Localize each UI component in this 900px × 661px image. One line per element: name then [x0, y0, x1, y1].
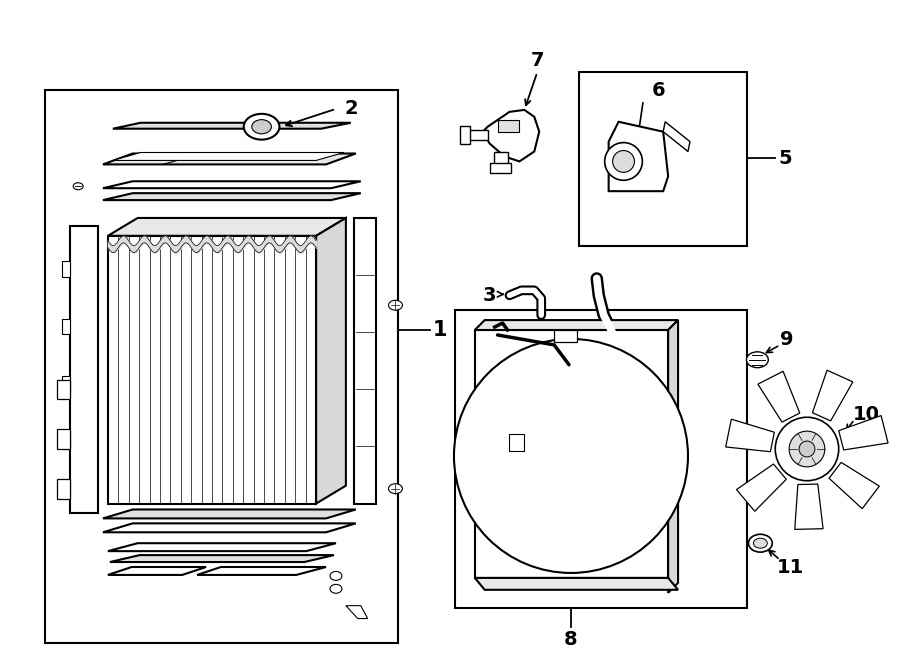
Ellipse shape [753, 538, 768, 548]
Polygon shape [668, 320, 678, 593]
Polygon shape [725, 419, 774, 451]
Polygon shape [103, 181, 361, 188]
Polygon shape [103, 510, 356, 518]
Text: 4: 4 [570, 330, 584, 350]
Circle shape [775, 417, 839, 481]
Polygon shape [62, 261, 70, 277]
Ellipse shape [389, 484, 402, 494]
Polygon shape [509, 434, 525, 451]
Polygon shape [112, 123, 351, 129]
Text: 11: 11 [777, 559, 804, 578]
Ellipse shape [389, 300, 402, 310]
Polygon shape [112, 153, 344, 161]
Polygon shape [795, 484, 824, 529]
Text: 3: 3 [483, 286, 497, 305]
Ellipse shape [330, 584, 342, 594]
Polygon shape [62, 434, 70, 449]
Polygon shape [58, 379, 70, 399]
Ellipse shape [252, 120, 272, 134]
Polygon shape [108, 218, 346, 236]
Polygon shape [62, 376, 70, 392]
Text: 1: 1 [433, 320, 447, 340]
Text: 7: 7 [530, 51, 544, 70]
Text: 5: 5 [778, 149, 792, 168]
Ellipse shape [746, 352, 769, 368]
Polygon shape [498, 120, 519, 132]
Polygon shape [108, 236, 316, 504]
Polygon shape [736, 464, 787, 511]
Ellipse shape [749, 534, 772, 552]
Ellipse shape [613, 151, 634, 173]
Bar [455, 310, 748, 607]
Polygon shape [354, 218, 375, 504]
Polygon shape [70, 226, 98, 514]
Polygon shape [58, 429, 70, 449]
Circle shape [454, 339, 688, 573]
Polygon shape [829, 463, 879, 509]
Text: 6: 6 [652, 81, 665, 100]
Polygon shape [493, 151, 508, 167]
Polygon shape [108, 543, 336, 551]
Circle shape [799, 441, 815, 457]
Polygon shape [103, 193, 361, 200]
Text: 9: 9 [780, 330, 794, 350]
Polygon shape [58, 479, 70, 498]
Polygon shape [663, 122, 690, 151]
Polygon shape [475, 578, 678, 590]
Polygon shape [490, 163, 511, 173]
Polygon shape [468, 130, 488, 139]
Text: 8: 8 [564, 630, 578, 649]
Polygon shape [839, 416, 888, 450]
Polygon shape [758, 371, 800, 422]
Polygon shape [608, 122, 668, 191]
Polygon shape [103, 153, 356, 165]
Polygon shape [62, 319, 70, 334]
Ellipse shape [330, 572, 342, 580]
Polygon shape [316, 218, 346, 504]
Text: 2: 2 [344, 99, 357, 118]
Bar [579, 72, 748, 246]
Polygon shape [475, 330, 668, 578]
Circle shape [789, 431, 824, 467]
Ellipse shape [605, 143, 643, 180]
Ellipse shape [244, 114, 279, 139]
Polygon shape [482, 110, 539, 161]
Polygon shape [460, 126, 470, 143]
Polygon shape [197, 567, 326, 575]
Polygon shape [108, 567, 206, 575]
Text: 10: 10 [853, 405, 880, 424]
Polygon shape [110, 555, 334, 562]
Polygon shape [475, 320, 678, 330]
Polygon shape [813, 370, 853, 421]
Polygon shape [346, 605, 368, 619]
Bar [45, 90, 399, 643]
Ellipse shape [73, 182, 83, 190]
Polygon shape [554, 330, 577, 342]
Polygon shape [103, 524, 356, 532]
